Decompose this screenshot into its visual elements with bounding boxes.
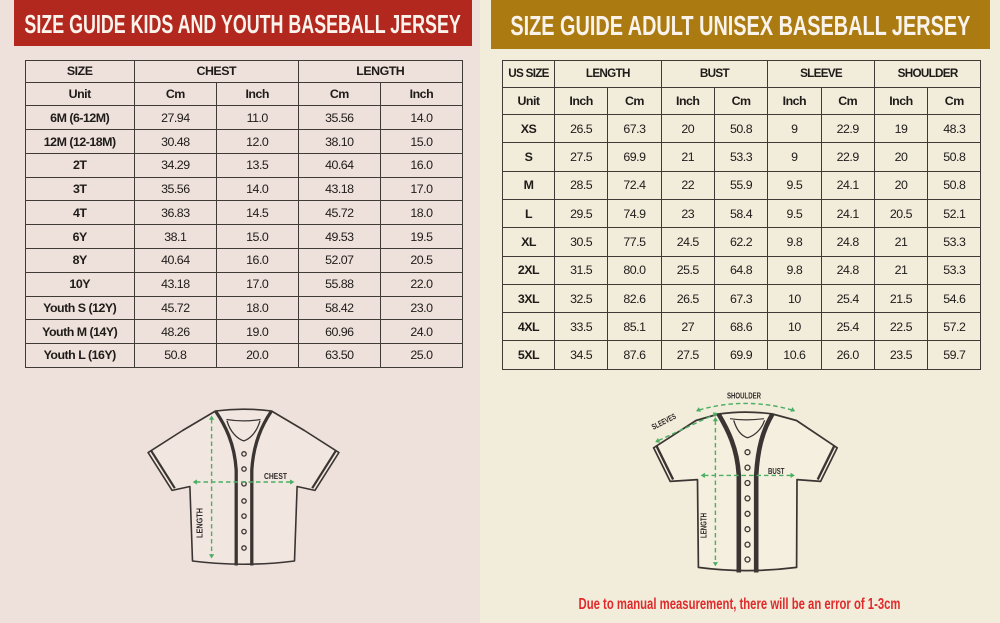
svg-text:LENGTH: LENGTH [700,513,709,538]
svg-text:SLEEVES: SLEEVES [650,412,678,432]
svg-text:LENGTH: LENGTH [196,508,205,538]
svg-text:BUST: BUST [768,467,785,476]
svg-text:SHOULDER: SHOULDER [727,392,761,401]
svg-text:CHEST: CHEST [264,472,287,481]
